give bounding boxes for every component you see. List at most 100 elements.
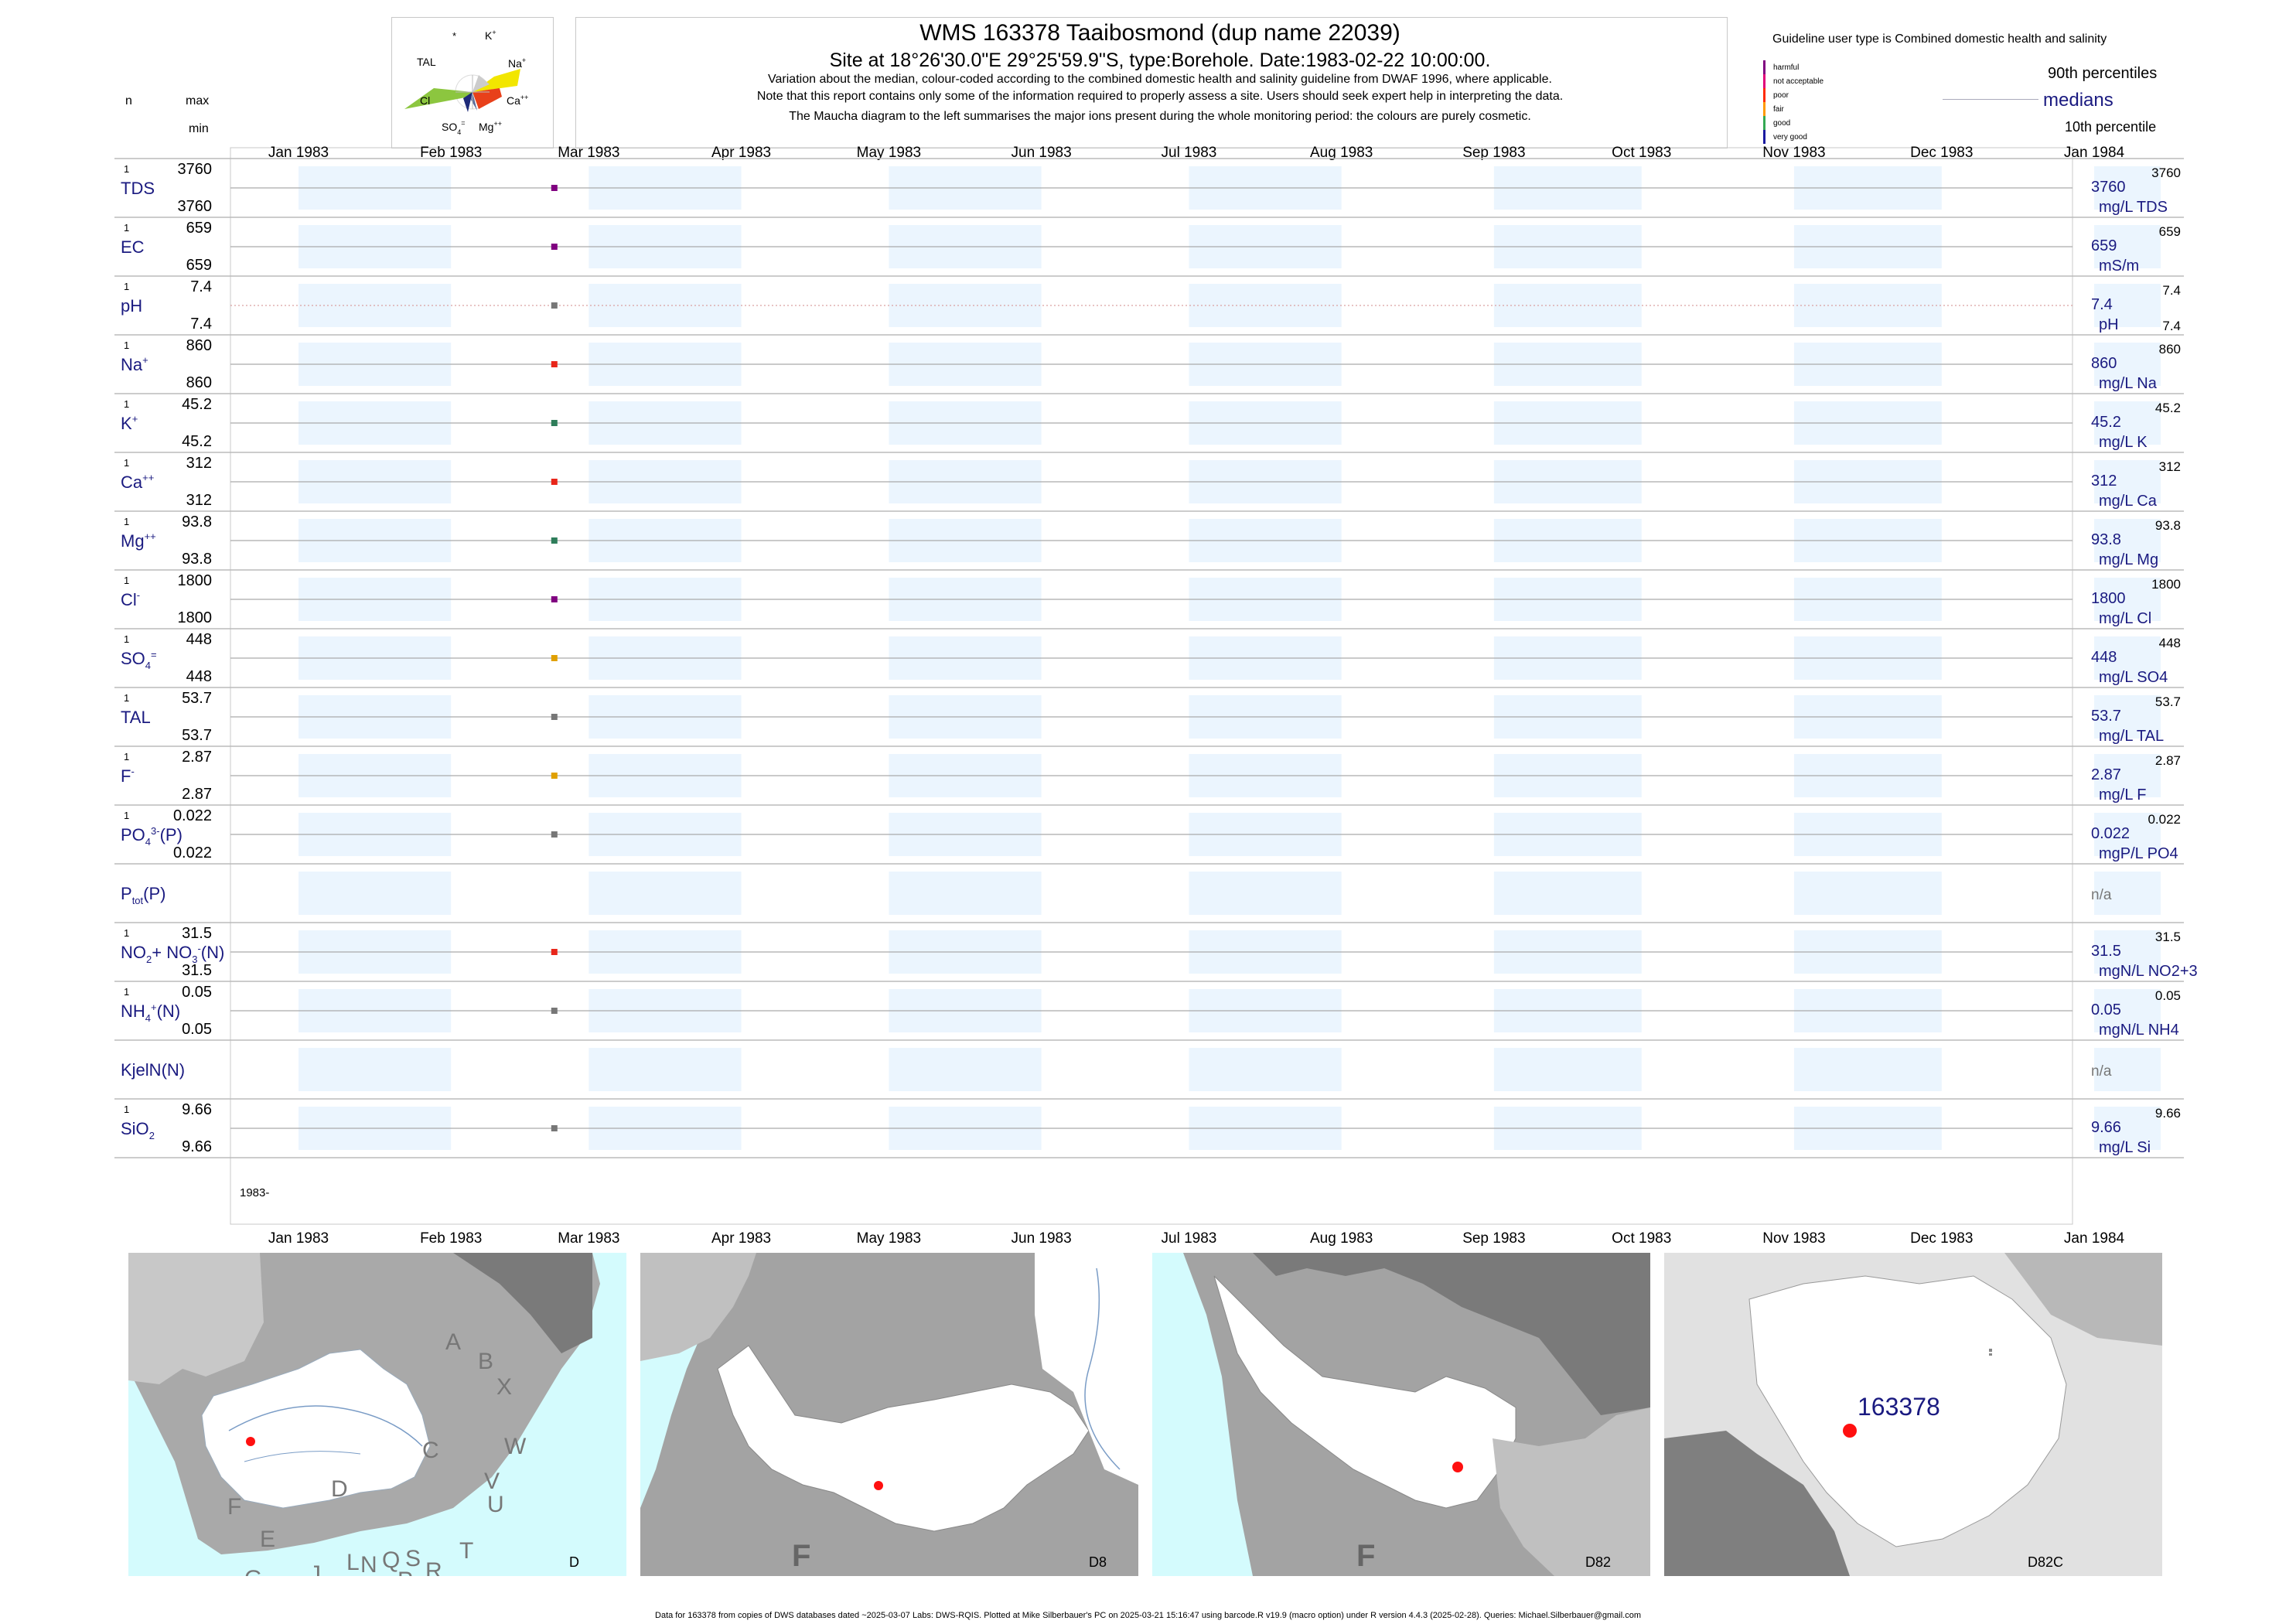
max-value: 31.5 [182, 925, 212, 942]
max-value: 7.4 [190, 278, 212, 295]
parameter-label: TDS [121, 179, 155, 198]
min-value: 0.022 [173, 844, 212, 861]
sample-count: 1 [124, 633, 129, 645]
map-d-region-label: A [445, 1329, 461, 1355]
data-point [551, 596, 558, 602]
month-band [2094, 930, 2161, 974]
parameter-label: SiO2 [121, 1119, 155, 1141]
unit-label: mgN/L NH4 [2099, 1022, 2179, 1039]
min-value: 31.5 [182, 962, 212, 979]
x-tick-label-top: Oct 1983 [1612, 145, 1671, 161]
month-band [1793, 872, 1942, 915]
map-d-region-label: R [425, 1558, 442, 1576]
parameter-label: NH4+(N) [121, 1001, 180, 1024]
maucha-label-tal: TAL [417, 56, 436, 68]
p90-value: 7.4 [2162, 283, 2181, 298]
unit-label: mg/L F [2099, 786, 2147, 803]
unit-label: mg/L Na [2099, 375, 2158, 392]
legend-class-swatch [1763, 74, 1765, 88]
map-d-region-label: S [405, 1546, 421, 1571]
p90-value: 448 [2159, 636, 2181, 650]
map-d-region-label: E [260, 1527, 275, 1552]
data-point [551, 361, 558, 367]
map-d-caption: D [569, 1554, 579, 1570]
maucha-cl-segment [404, 88, 473, 109]
p90-value: 659 [2159, 224, 2181, 239]
month-band [2094, 519, 2161, 562]
unit-label: mg/L SO4 [2099, 669, 2168, 686]
sample-count: 1 [124, 281, 129, 292]
month-band [2094, 578, 2161, 621]
map-d-region-label: P [397, 1568, 413, 1576]
legend-classes: harmful not acceptable poor fair good very go… [1763, 60, 1871, 144]
month-band [2094, 166, 2161, 210]
max-value: 45.2 [182, 396, 212, 413]
map-d-region-label: C [422, 1438, 439, 1463]
x-tick-label-top: Mar 1983 [558, 145, 619, 161]
map-d82-region-label: F [1356, 1539, 1375, 1573]
map-d: D ABXCWDVUTFEGHJKLNQSRMP [128, 1253, 626, 1599]
map-d8-basin-east [1035, 1253, 1138, 1485]
map-d-region-label: U [487, 1492, 504, 1517]
month-band [1189, 284, 1342, 327]
p90-value: 0.022 [2148, 812, 2181, 827]
min-value: 448 [186, 668, 212, 685]
map-d82c-region-ne [2004, 1253, 2162, 1346]
p90-value: 312 [2159, 459, 2181, 474]
legend-class-label: harmful [1773, 63, 1800, 72]
map-d-svg: D ABXCWDVUTFEGHJKLNQSRMP [128, 1253, 626, 1599]
x-tick-label: May 1983 [857, 1230, 921, 1247]
map-d82-site-marker [1452, 1462, 1463, 1472]
col-header-min: min [189, 122, 209, 135]
sample-count: 1 [124, 1104, 129, 1115]
legend-class-fair: fair [1763, 102, 1784, 116]
map-d-namibia [128, 1253, 264, 1384]
median-value: 860 [2091, 355, 2117, 372]
unit-label: mg/L TAL [2099, 728, 2164, 745]
map-d8-region [640, 1253, 756, 1361]
legend-p90: 90th percentiles [2048, 65, 2158, 82]
min-value: 7.4 [190, 316, 212, 333]
unit-label: mg/L Ca [2099, 493, 2158, 510]
data-point [551, 831, 558, 838]
map-d82-region-north [1253, 1253, 1650, 1415]
maucha-label-ca: Ca++ [507, 94, 528, 107]
unit-label: mg/L K [2099, 434, 2148, 451]
month-band [588, 872, 742, 915]
median-value: 93.8 [2091, 531, 2121, 548]
map-d-river [244, 1451, 361, 1462]
map-d-region-label: W [504, 1434, 527, 1459]
p90-value: 45.2 [2155, 401, 2181, 415]
x-tick-label: Apr 1983 [711, 1230, 771, 1247]
maucha-label-so4: SO4= [442, 119, 466, 136]
sample-count: 1 [124, 751, 129, 763]
x-tick-label: Sep 1983 [1462, 1230, 1525, 1247]
map-d-region-label: D [331, 1476, 348, 1502]
map-d-region-label: M [377, 1574, 397, 1576]
month-band [2094, 1107, 2161, 1150]
p90-value: 1800 [2151, 577, 2181, 592]
max-value: 312 [186, 455, 212, 472]
month-band [889, 1048, 1042, 1091]
map-d82c-caption: D82C [2028, 1554, 2063, 1570]
map-d82-ocean [1152, 1253, 1253, 1576]
legend-class-swatch [1763, 116, 1765, 130]
sample-count: 1 [124, 457, 129, 469]
legend-class-label: not acceptable [1773, 77, 1824, 86]
col-header-n: n [125, 94, 132, 107]
month-band [299, 1048, 452, 1091]
median-value: 3760 [2091, 179, 2126, 196]
map-d-river [228, 1405, 423, 1447]
max-value: 2.87 [182, 749, 212, 766]
sample-count: 1 [124, 516, 129, 527]
parameter-label: EC [121, 237, 145, 257]
unit-label: mS/m [2099, 258, 2139, 275]
data-point [551, 185, 558, 191]
median-value: 1800 [2091, 590, 2126, 607]
legend-class-label: poor [1773, 90, 1789, 100]
legend-class-swatch [1763, 60, 1765, 74]
p90-value: 3760 [2151, 165, 2181, 180]
data-point [551, 773, 558, 779]
parameter-label: KjelN(N) [121, 1060, 185, 1080]
sample-count: 1 [124, 398, 129, 410]
